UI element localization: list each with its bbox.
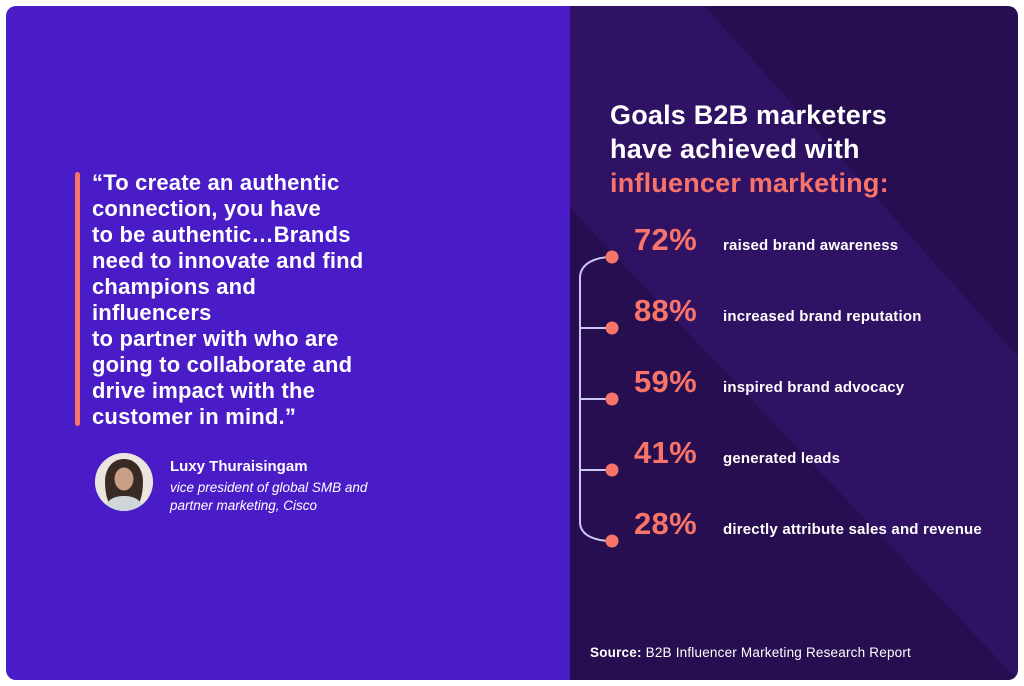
stat-label: inspired brand advocacy	[723, 379, 905, 396]
stats-title-line: Goals B2B marketers	[610, 100, 887, 130]
source-line: Source: B2B Influencer Marketing Researc…	[590, 645, 911, 660]
quote-text: “To create an authentic connection, you …	[92, 170, 432, 430]
stat-row: 59% inspired brand advocacy	[634, 364, 982, 435]
stat-row: 41% generated leads	[634, 435, 982, 506]
stat-value: 28%	[634, 506, 697, 541]
source-label: Source:	[590, 645, 642, 660]
stat-value: 59%	[634, 364, 697, 399]
stat-label: generated leads	[723, 450, 841, 467]
quote-panel: “To create an authentic connection, you …	[6, 6, 570, 680]
stat-label: increased brand reputation	[723, 308, 922, 325]
quote-line: to be authentic…Brands	[92, 222, 351, 247]
quote-line: champions and	[92, 274, 256, 299]
stat-value: 72%	[634, 222, 697, 257]
stats-title: Goals B2B marketers have achieved with i…	[610, 98, 889, 200]
author-block: Luxy Thuraisingam vice president of glob…	[95, 453, 395, 515]
stats-title-line: have achieved with	[610, 134, 860, 164]
timeline-dot	[605, 392, 619, 406]
timeline-dot	[605, 534, 619, 548]
timeline-dot	[605, 250, 619, 264]
stat-value: 88%	[634, 293, 697, 328]
quote-line: to partner with who are	[92, 326, 339, 351]
quote-line: drive impact with the	[92, 378, 316, 403]
timeline-bracket	[579, 250, 619, 548]
quote-line: need to innovate and find	[92, 248, 364, 273]
avatar	[95, 453, 153, 511]
timeline-dot	[605, 321, 619, 335]
stat-label: directly attribute sales and revenue	[723, 521, 982, 538]
stat-value: 41%	[634, 435, 697, 470]
quote-accent-bar	[75, 172, 80, 426]
quote-line: “To create an authentic	[92, 170, 340, 195]
source-text: B2B Influencer Marketing Research Report	[645, 645, 912, 660]
stats-title-highlight: influencer marketing:	[610, 168, 889, 198]
author-name: Luxy Thuraisingam	[170, 458, 308, 475]
stats-list: 72% raised brand awareness 88% increased…	[634, 222, 982, 577]
stat-row: 28% directly attribute sales and revenue	[634, 506, 982, 577]
author-meta: Luxy Thuraisingam vice president of glob…	[170, 458, 395, 515]
quote-line: influencers	[92, 300, 212, 325]
stat-row: 88% increased brand reputation	[634, 293, 982, 364]
author-title: vice president of global SMB and partner…	[170, 480, 368, 513]
timeline-dot	[605, 463, 619, 477]
stats-panel: Goals B2B marketers have achieved with i…	[570, 6, 1018, 680]
quote-line: customer in mind.”	[92, 404, 297, 429]
stat-label: raised brand awareness	[723, 237, 899, 254]
stat-row: 72% raised brand awareness	[634, 222, 982, 293]
quote-line: connection, you have	[92, 196, 321, 221]
quote-line: going to collaborate and	[92, 352, 353, 377]
infographic-canvas: “To create an authentic connection, you …	[6, 6, 1018, 680]
